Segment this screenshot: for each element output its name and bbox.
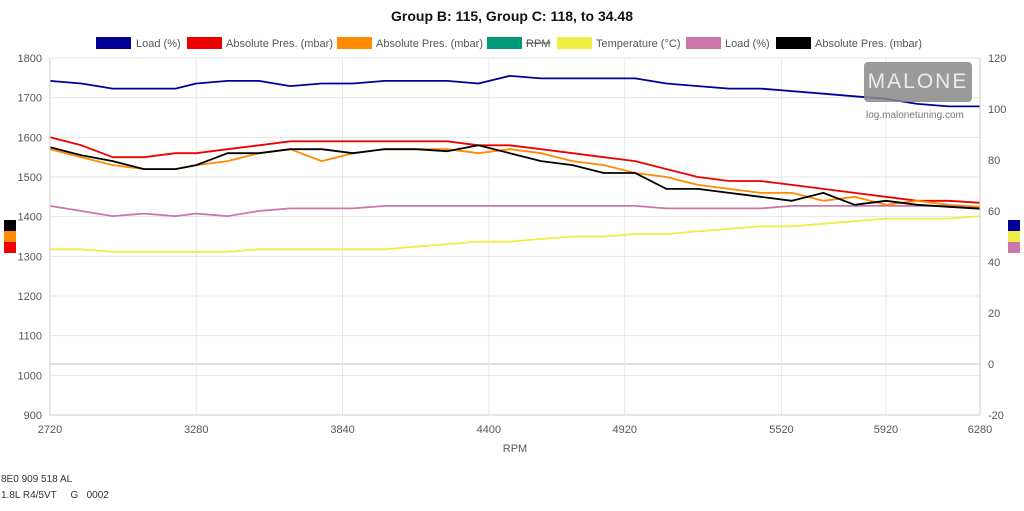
- series-line-4: [50, 215, 981, 253]
- y-right-tick-label: 20: [988, 308, 1000, 320]
- legend-label: RPM: [526, 38, 550, 50]
- legend-item[interactable]: Absolute Pres. (mbar): [776, 37, 922, 50]
- legend-item[interactable]: Temperature (°C): [557, 37, 680, 50]
- y-left-tick-label: 1000: [18, 370, 42, 382]
- series-layer: [49, 75, 981, 253]
- legend-swatch: [487, 37, 522, 49]
- y-right-tick-label: 40: [988, 257, 1000, 269]
- x-tick-label: 5520: [769, 424, 793, 436]
- series-line-5: [49, 204, 981, 218]
- legend-swatch: [557, 37, 592, 49]
- footer-part-number: 8E0 909 518 AL: [1, 474, 73, 485]
- grid: [49, 57, 981, 416]
- legend-swatch: [776, 37, 811, 49]
- y-left-tick-label: 900: [24, 410, 42, 422]
- y-left-tick-label: 1400: [18, 212, 42, 224]
- series-line-0: [49, 75, 980, 108]
- x-axis-title: RPM: [503, 443, 527, 455]
- legend-label: Load (%): [725, 38, 770, 50]
- malone-logo: MALONE: [864, 62, 972, 102]
- legend: Load (%) Absolute Pres. (mbar) Absolute Pr…: [96, 37, 922, 50]
- legend-label: Absolute Pres. (mbar): [376, 38, 483, 50]
- y-right-tick-label: 0: [988, 359, 994, 371]
- y-left-tick-label: 1600: [18, 132, 42, 144]
- left-marker-red: [4, 242, 16, 253]
- right-marker-blue: [1008, 220, 1020, 231]
- legend-item[interactable]: Absolute Pres. (mbar): [187, 37, 333, 50]
- y-right-tick-label: 80: [988, 155, 1000, 167]
- logo-text: MALONE: [867, 70, 969, 93]
- y-left-tick-label: 1500: [18, 172, 42, 184]
- x-tick-label: 6280: [968, 424, 992, 436]
- legend-item[interactable]: RPM: [487, 37, 551, 50]
- footer-engine-info: 1.8L R4/5VT G 0002: [1, 490, 109, 501]
- legend-swatch: [686, 37, 721, 49]
- right-marker-pink: [1008, 242, 1020, 253]
- y-right-tick-label: -20: [988, 410, 1004, 422]
- y-right-tick-label: 120: [988, 53, 1006, 65]
- legend-label: Temperature (°C): [596, 38, 680, 50]
- series-line-6: [49, 144, 981, 210]
- y-right-tick-label: 60: [988, 206, 1000, 218]
- y-right-tick-label: 100: [988, 104, 1006, 116]
- axes: 900100011001200130014001500160017001800-…: [18, 53, 1007, 436]
- legend-item[interactable]: Load (%): [96, 37, 181, 50]
- x-tick-label: 2720: [38, 424, 62, 436]
- y-left-tick-label: 1800: [18, 53, 42, 65]
- legend-label: Load (%): [136, 38, 181, 50]
- x-tick-label: 4400: [477, 424, 501, 436]
- legend-swatch: [337, 37, 372, 49]
- series-line-2: [49, 148, 981, 208]
- left-marker-orange: [4, 231, 16, 242]
- y-left-tick-label: 1200: [18, 291, 42, 303]
- legend-item[interactable]: Absolute Pres. (mbar): [337, 37, 483, 50]
- y-left-tick-label: 1300: [18, 251, 42, 263]
- left-marker-black: [4, 220, 16, 231]
- watermark-url: log.malonetuning.com: [866, 110, 964, 121]
- y-left-tick-label: 1700: [18, 93, 42, 105]
- legend-swatch: [96, 37, 131, 49]
- x-tick-label: 4920: [612, 424, 636, 436]
- legend-swatch: [187, 37, 222, 49]
- chart-title: Group B: 115, Group C: 118, to 34.48: [391, 8, 633, 24]
- series-line-1: [49, 136, 981, 204]
- legend-label: Absolute Pres. (mbar): [815, 38, 922, 50]
- y-left-tick-label: 1100: [18, 331, 42, 343]
- legend-label: Absolute Pres. (mbar): [226, 38, 333, 50]
- x-tick-label: 3280: [184, 424, 208, 436]
- right-marker-yellow: [1008, 231, 1020, 242]
- x-tick-label: 5920: [874, 424, 898, 436]
- legend-item[interactable]: Load (%): [686, 37, 770, 50]
- x-tick-label: 3840: [330, 424, 354, 436]
